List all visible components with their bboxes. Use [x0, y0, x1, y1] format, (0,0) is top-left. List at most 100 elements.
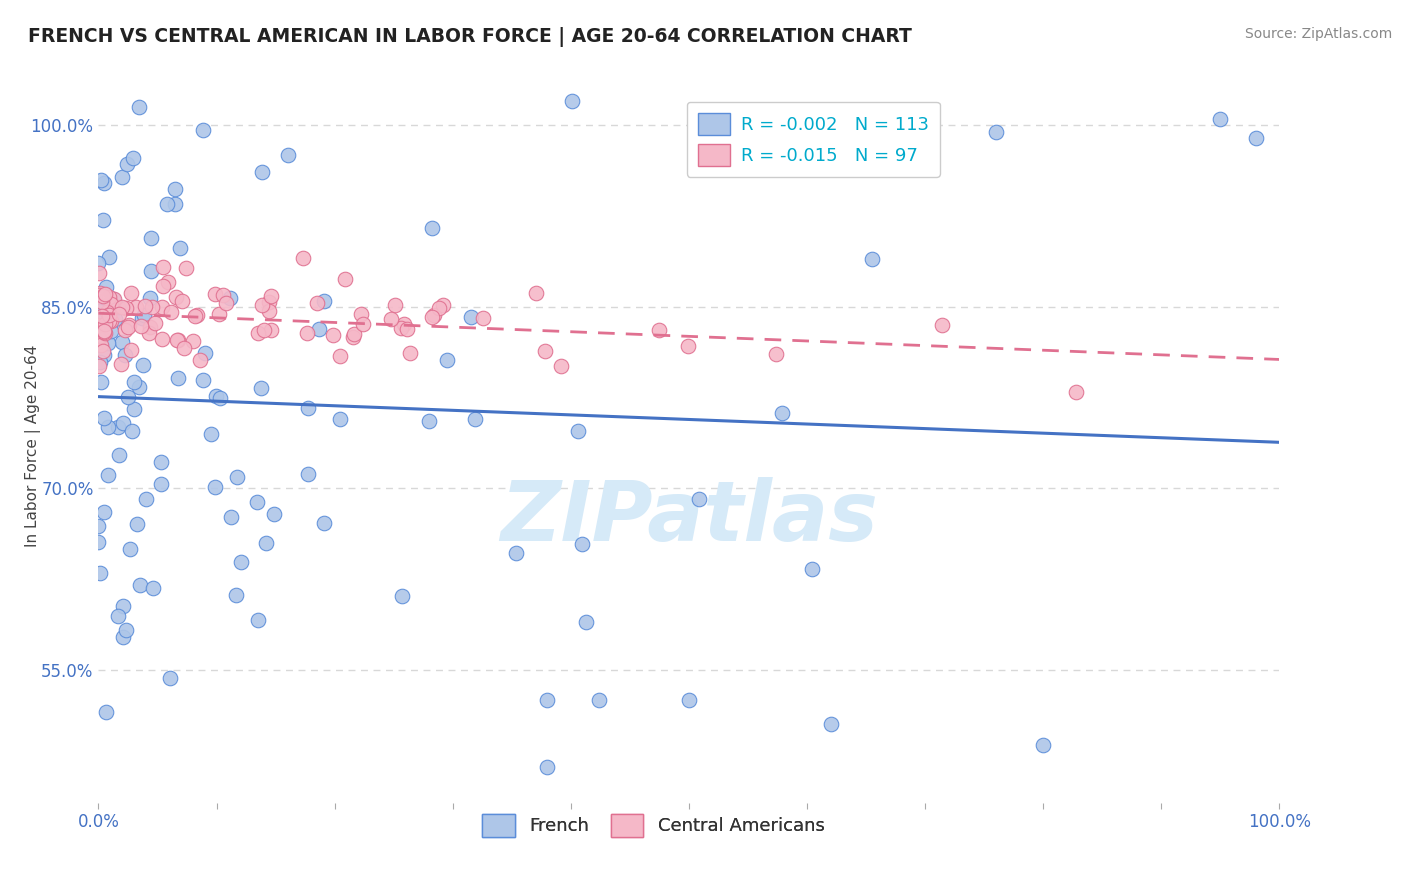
- Point: [561, 95, 583, 109]
- Point: [534, 344, 557, 359]
- Point: [567, 424, 589, 438]
- Point: [139, 264, 162, 278]
- Point: [536, 759, 558, 773]
- Point: [186, 308, 208, 322]
- Point: [120, 285, 142, 300]
- Point: [314, 516, 336, 530]
- Point: [263, 508, 285, 522]
- Point: [150, 455, 173, 469]
- Point: [688, 491, 710, 506]
- Point: [114, 348, 136, 362]
- Point: [120, 343, 142, 357]
- Point: [90, 338, 112, 352]
- Point: [166, 333, 188, 347]
- Point: [90, 376, 112, 390]
- Point: [96, 305, 118, 319]
- Point: [297, 401, 319, 415]
- Point: [984, 124, 1007, 138]
- Point: [173, 341, 195, 355]
- Point: [124, 401, 146, 416]
- Point: [118, 318, 141, 332]
- Point: [194, 345, 217, 359]
- Point: [157, 275, 180, 289]
- Point: [93, 348, 115, 362]
- Point: [117, 320, 139, 334]
- Point: [169, 241, 191, 255]
- Point: [87, 256, 110, 270]
- Point: [139, 231, 162, 245]
- Legend: French, Central Americans: French, Central Americans: [475, 807, 832, 844]
- Point: [89, 266, 111, 280]
- Point: [218, 291, 240, 305]
- Point: [215, 296, 238, 310]
- Point: [342, 329, 364, 343]
- Point: [184, 310, 207, 324]
- Point: [128, 100, 150, 114]
- Point: [571, 537, 593, 551]
- Point: [94, 326, 117, 340]
- Point: [87, 288, 110, 302]
- Point: [384, 298, 406, 312]
- Point: [211, 288, 233, 302]
- Point: [93, 411, 115, 425]
- Point: [678, 693, 700, 707]
- Point: [101, 292, 124, 306]
- Point: [122, 376, 145, 390]
- Point: [98, 250, 121, 264]
- Point: [420, 310, 443, 325]
- Point: [103, 292, 125, 306]
- Point: [90, 173, 112, 187]
- Point: [111, 599, 134, 613]
- Point: [97, 314, 120, 328]
- Point: [648, 322, 671, 336]
- Point: [436, 352, 458, 367]
- Point: [101, 301, 124, 315]
- Point: [260, 288, 283, 302]
- Point: [87, 535, 110, 549]
- Point: [253, 323, 276, 337]
- Point: [141, 300, 163, 314]
- Point: [89, 355, 111, 369]
- Point: [150, 301, 173, 315]
- Text: ZIPatlas: ZIPatlas: [501, 477, 877, 558]
- Point: [314, 293, 336, 308]
- Point: [342, 327, 364, 342]
- Point: [399, 346, 422, 360]
- Point: [166, 333, 188, 347]
- Point: [87, 318, 110, 332]
- Point: [97, 309, 120, 323]
- Point: [139, 291, 162, 305]
- Point: [139, 320, 162, 334]
- Point: [246, 326, 269, 341]
- Point: [322, 327, 344, 342]
- Point: [114, 322, 136, 336]
- Point: [117, 390, 139, 404]
- Point: [208, 307, 231, 321]
- Point: [97, 419, 120, 434]
- Point: [87, 304, 110, 318]
- Point: [860, 252, 883, 267]
- Point: [165, 197, 187, 211]
- Text: Source: ZipAtlas.com: Source: ZipAtlas.com: [1244, 27, 1392, 41]
- Point: [87, 518, 110, 533]
- Point: [254, 535, 277, 549]
- Point: [107, 300, 129, 314]
- Point: [131, 358, 153, 372]
- Point: [329, 412, 352, 426]
- Point: [115, 301, 138, 315]
- Point: [208, 391, 231, 405]
- Point: [226, 470, 249, 484]
- Point: [91, 310, 114, 324]
- Point: [97, 298, 120, 312]
- Point: [143, 316, 166, 330]
- Point: [229, 555, 252, 569]
- Point: [249, 381, 271, 395]
- Point: [159, 671, 181, 685]
- Point: [170, 294, 193, 309]
- Point: [111, 301, 134, 315]
- Point: [333, 271, 356, 285]
- Point: [111, 417, 134, 431]
- Point: [225, 588, 247, 602]
- Point: [111, 334, 134, 349]
- Point: [121, 424, 143, 438]
